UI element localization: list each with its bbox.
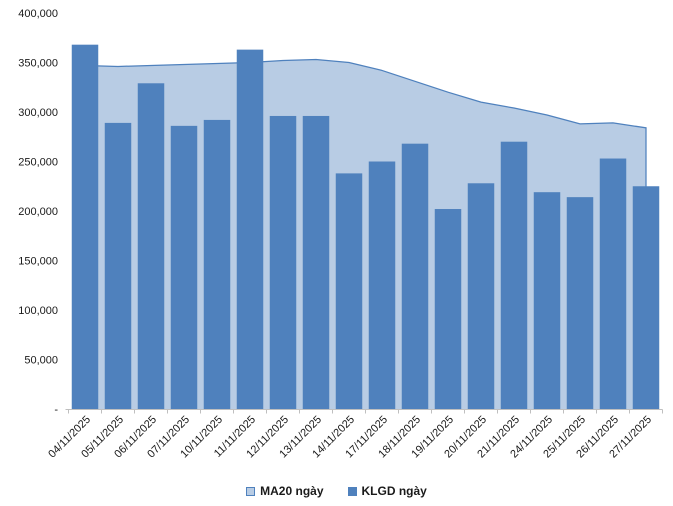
klgd-bar [632, 186, 660, 409]
ma20-swatch-icon [246, 486, 256, 496]
ma20-legend-label: MA20 ngày [260, 484, 324, 498]
klgd-bar [104, 122, 132, 409]
klgd-bar [566, 197, 594, 409]
legend-item-klgd: KLGD ngày [347, 484, 427, 498]
klgd-bar [302, 115, 330, 410]
klgd-bar [269, 115, 297, 410]
klgd-bar [236, 49, 264, 409]
y-axis-label: 100,000 [18, 305, 58, 317]
klgd-bar [137, 83, 165, 409]
y-axis-label: 50,000 [24, 355, 58, 367]
y-axis-label: 150,000 [18, 256, 58, 268]
klgd-bar [599, 158, 627, 409]
klgd-swatch-icon [347, 486, 357, 496]
klgd-bar [500, 141, 528, 409]
klgd-bar [401, 143, 429, 409]
klgd-bar [203, 119, 231, 410]
klgd-bar [335, 173, 363, 409]
y-axis-label: 400,000 [18, 8, 58, 20]
y-axis-label: 200,000 [18, 206, 58, 218]
klgd-legend-label: KLGD ngày [361, 484, 427, 498]
chart-legend: MA20 ngày KLGD ngày [0, 481, 673, 501]
ma20-line [84, 58, 647, 409]
y-axis-label: 300,000 [18, 107, 58, 119]
ma20-area [85, 59, 646, 409]
klgd-bar [170, 125, 198, 410]
klgd-bar [434, 209, 462, 409]
klgd-bar [71, 44, 99, 410]
y-axis-label: - [54, 404, 58, 416]
y-axis-label: 250,000 [18, 157, 58, 169]
klgd-bar [368, 161, 396, 409]
legend-item-ma20: MA20 ngày [246, 484, 324, 498]
klgd-bar [467, 183, 495, 409]
klgd-bar [533, 192, 561, 409]
y-axis-label: 350,000 [18, 58, 58, 70]
